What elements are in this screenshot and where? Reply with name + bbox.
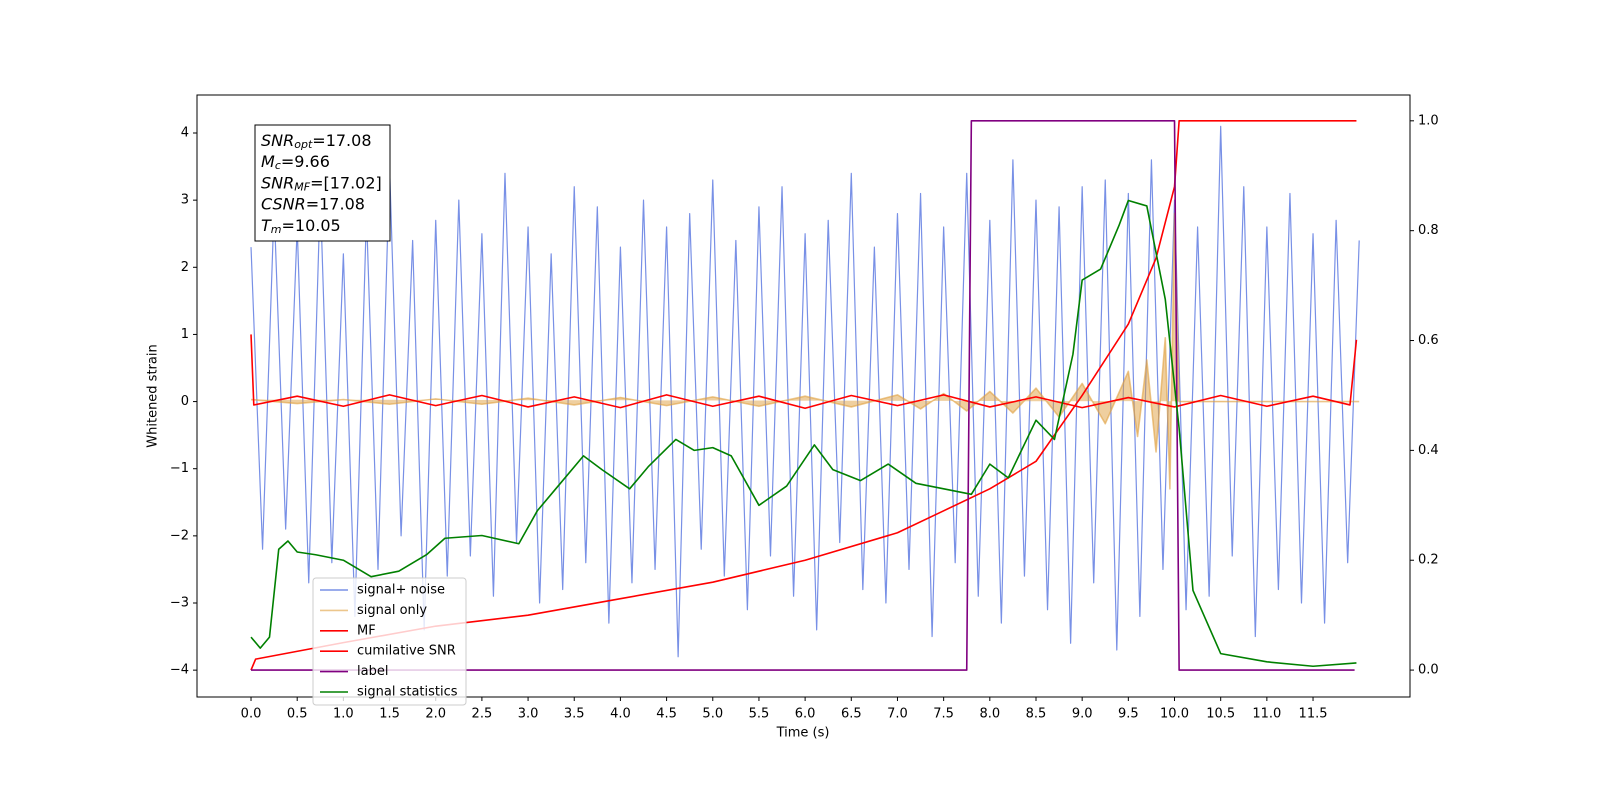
- y-tick-label: 2: [181, 260, 189, 275]
- annotation-symbol: SNR: [261, 173, 294, 192]
- legend-label: cumilative SNR: [357, 644, 456, 659]
- y2-tick-label: 0.2: [1418, 553, 1439, 568]
- x-tick-label: 9.0: [1072, 707, 1093, 722]
- x-tick-label: 5.5: [749, 707, 770, 722]
- y-tick-label: 1: [181, 327, 189, 342]
- y2-tick-label: 0.6: [1418, 333, 1439, 348]
- x-tick-label: 8.0: [979, 707, 1000, 722]
- x-axis-label: Time (s): [776, 726, 830, 741]
- series-line: [251, 120, 1355, 671]
- y-tick-label: 4: [181, 126, 189, 141]
- axes-frame: [196, 94, 1411, 698]
- x-tick-label: 7.5: [933, 707, 954, 722]
- annotation-symbol: M: [261, 152, 275, 171]
- y-tick-label: −4: [170, 663, 189, 678]
- annotation-symbol: T: [261, 215, 272, 234]
- x-tick-label: 1.0: [333, 707, 354, 722]
- legend-label: MF: [357, 623, 376, 638]
- x-tick-label: 5.0: [702, 707, 723, 722]
- x-tick-label: 10.0: [1160, 707, 1189, 722]
- annotation-box: [254, 124, 391, 242]
- x-tick-label: 0.0: [241, 707, 262, 722]
- annotation-value: =17.08: [306, 194, 365, 213]
- series-line: [250, 334, 1358, 410]
- x-tick-label: 9.5: [1118, 707, 1139, 722]
- annotation-line: SNRMF=[17.02]: [261, 173, 382, 194]
- series-line: [250, 199, 1357, 668]
- annotation-value: =10.05: [282, 215, 341, 234]
- x-tick-label: 6.0: [795, 707, 816, 722]
- x-tick-label: 4.5: [656, 707, 677, 722]
- x-tick-label: 2.5: [472, 707, 493, 722]
- x-tick-label: 6.5: [841, 707, 862, 722]
- y-tick-label: 0: [181, 394, 189, 409]
- y-tick-label: 3: [181, 193, 189, 208]
- series-line: [250, 212, 1360, 490]
- x-tick-label: 8.5: [1026, 707, 1047, 722]
- x-tick-label: 2.0: [425, 707, 446, 722]
- annotation-line: SNRopt=17.08: [261, 131, 372, 152]
- y-tick-label: −2: [170, 528, 189, 543]
- annotation-value: =[17.02]: [310, 173, 382, 192]
- y2-tick-label: 1.0: [1418, 113, 1439, 128]
- annotation-line: Mc=9.66: [261, 152, 330, 173]
- y-tick-label: −1: [170, 461, 189, 476]
- x-tick-label: 11.0: [1252, 707, 1281, 722]
- y2-tick-label: 0.8: [1418, 223, 1439, 238]
- y-axis-label: Whitened strain: [146, 344, 161, 447]
- legend-label: signal only: [357, 603, 427, 618]
- annotation-subscript: m: [271, 223, 282, 236]
- y-tick-label: −3: [170, 596, 189, 611]
- x-tick-label: 3.5: [564, 707, 585, 722]
- x-tick-label: 3.0: [518, 707, 539, 722]
- x-tick-label: 1.5: [379, 707, 400, 722]
- x-tick-label: 0.5: [287, 707, 308, 722]
- x-tick-label: 11.5: [1299, 707, 1328, 722]
- legend-label: signal+ noise: [357, 583, 445, 598]
- series-line: [250, 125, 1360, 658]
- legend-label: signal statistics: [357, 685, 458, 700]
- x-tick-label: 10.5: [1206, 707, 1235, 722]
- x-tick-label: 4.0: [610, 707, 631, 722]
- y2-tick-label: 0.0: [1418, 663, 1439, 678]
- legend-label: label: [357, 664, 388, 679]
- annotation-line: Tm=10.05: [261, 215, 341, 236]
- x-tick-label: 7.0: [887, 707, 908, 722]
- y2-tick-label: 0.4: [1418, 443, 1439, 458]
- annotation-symbol: CSNR: [261, 194, 306, 213]
- annotation-value: =9.66: [281, 152, 330, 171]
- annotation-subscript: MF: [294, 180, 310, 193]
- annotation-value: =17.08: [312, 131, 371, 150]
- annotation-symbol: SNR: [261, 131, 294, 150]
- legend-box: [312, 577, 467, 706]
- annotation-line: CSNR=17.08: [261, 194, 365, 213]
- annotation-subscript: opt: [294, 138, 313, 151]
- annotation-subscript: c: [275, 159, 281, 172]
